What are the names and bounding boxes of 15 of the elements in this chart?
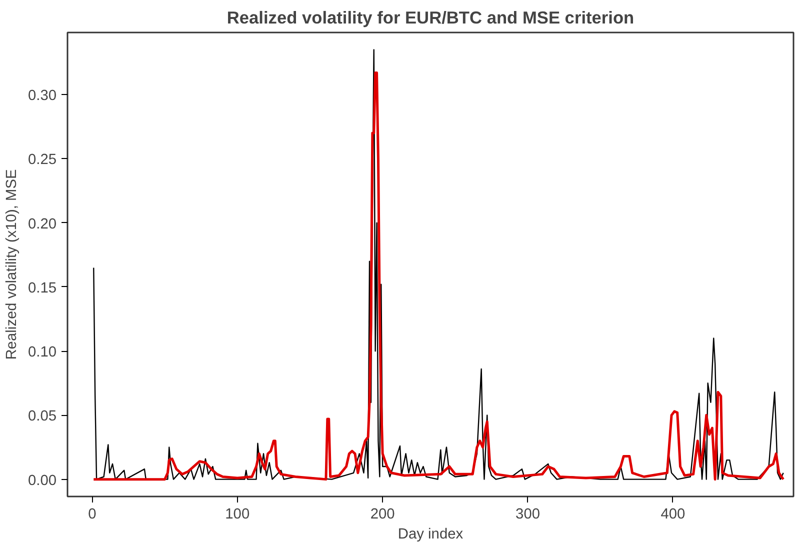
y-tick-label: 0.05 (28, 408, 57, 425)
x-tick-label: 100 (225, 506, 250, 522)
chart-title: Realized volatility for EUR/BTC and MSE criterion (226, 8, 634, 28)
y-axis-title: Realized volatility (x10), MSE (4, 168, 20, 360)
x-tick-label: 300 (516, 506, 540, 522)
x-tick-label: 400 (660, 506, 686, 522)
y-tick-label: 0.25 (28, 152, 57, 168)
x-axis-title: Day index (398, 526, 464, 542)
y-tick-label: 0.20 (28, 216, 57, 232)
x-tick-label: 200 (370, 506, 395, 522)
y-tick-label: 0.30 (28, 88, 57, 104)
y-tick-label: 0.15 (28, 280, 57, 296)
x-tick-label: 0 (88, 506, 96, 522)
y-tick-label: 0.00 (28, 472, 57, 489)
y-tick-label: 0.10 (28, 344, 57, 361)
